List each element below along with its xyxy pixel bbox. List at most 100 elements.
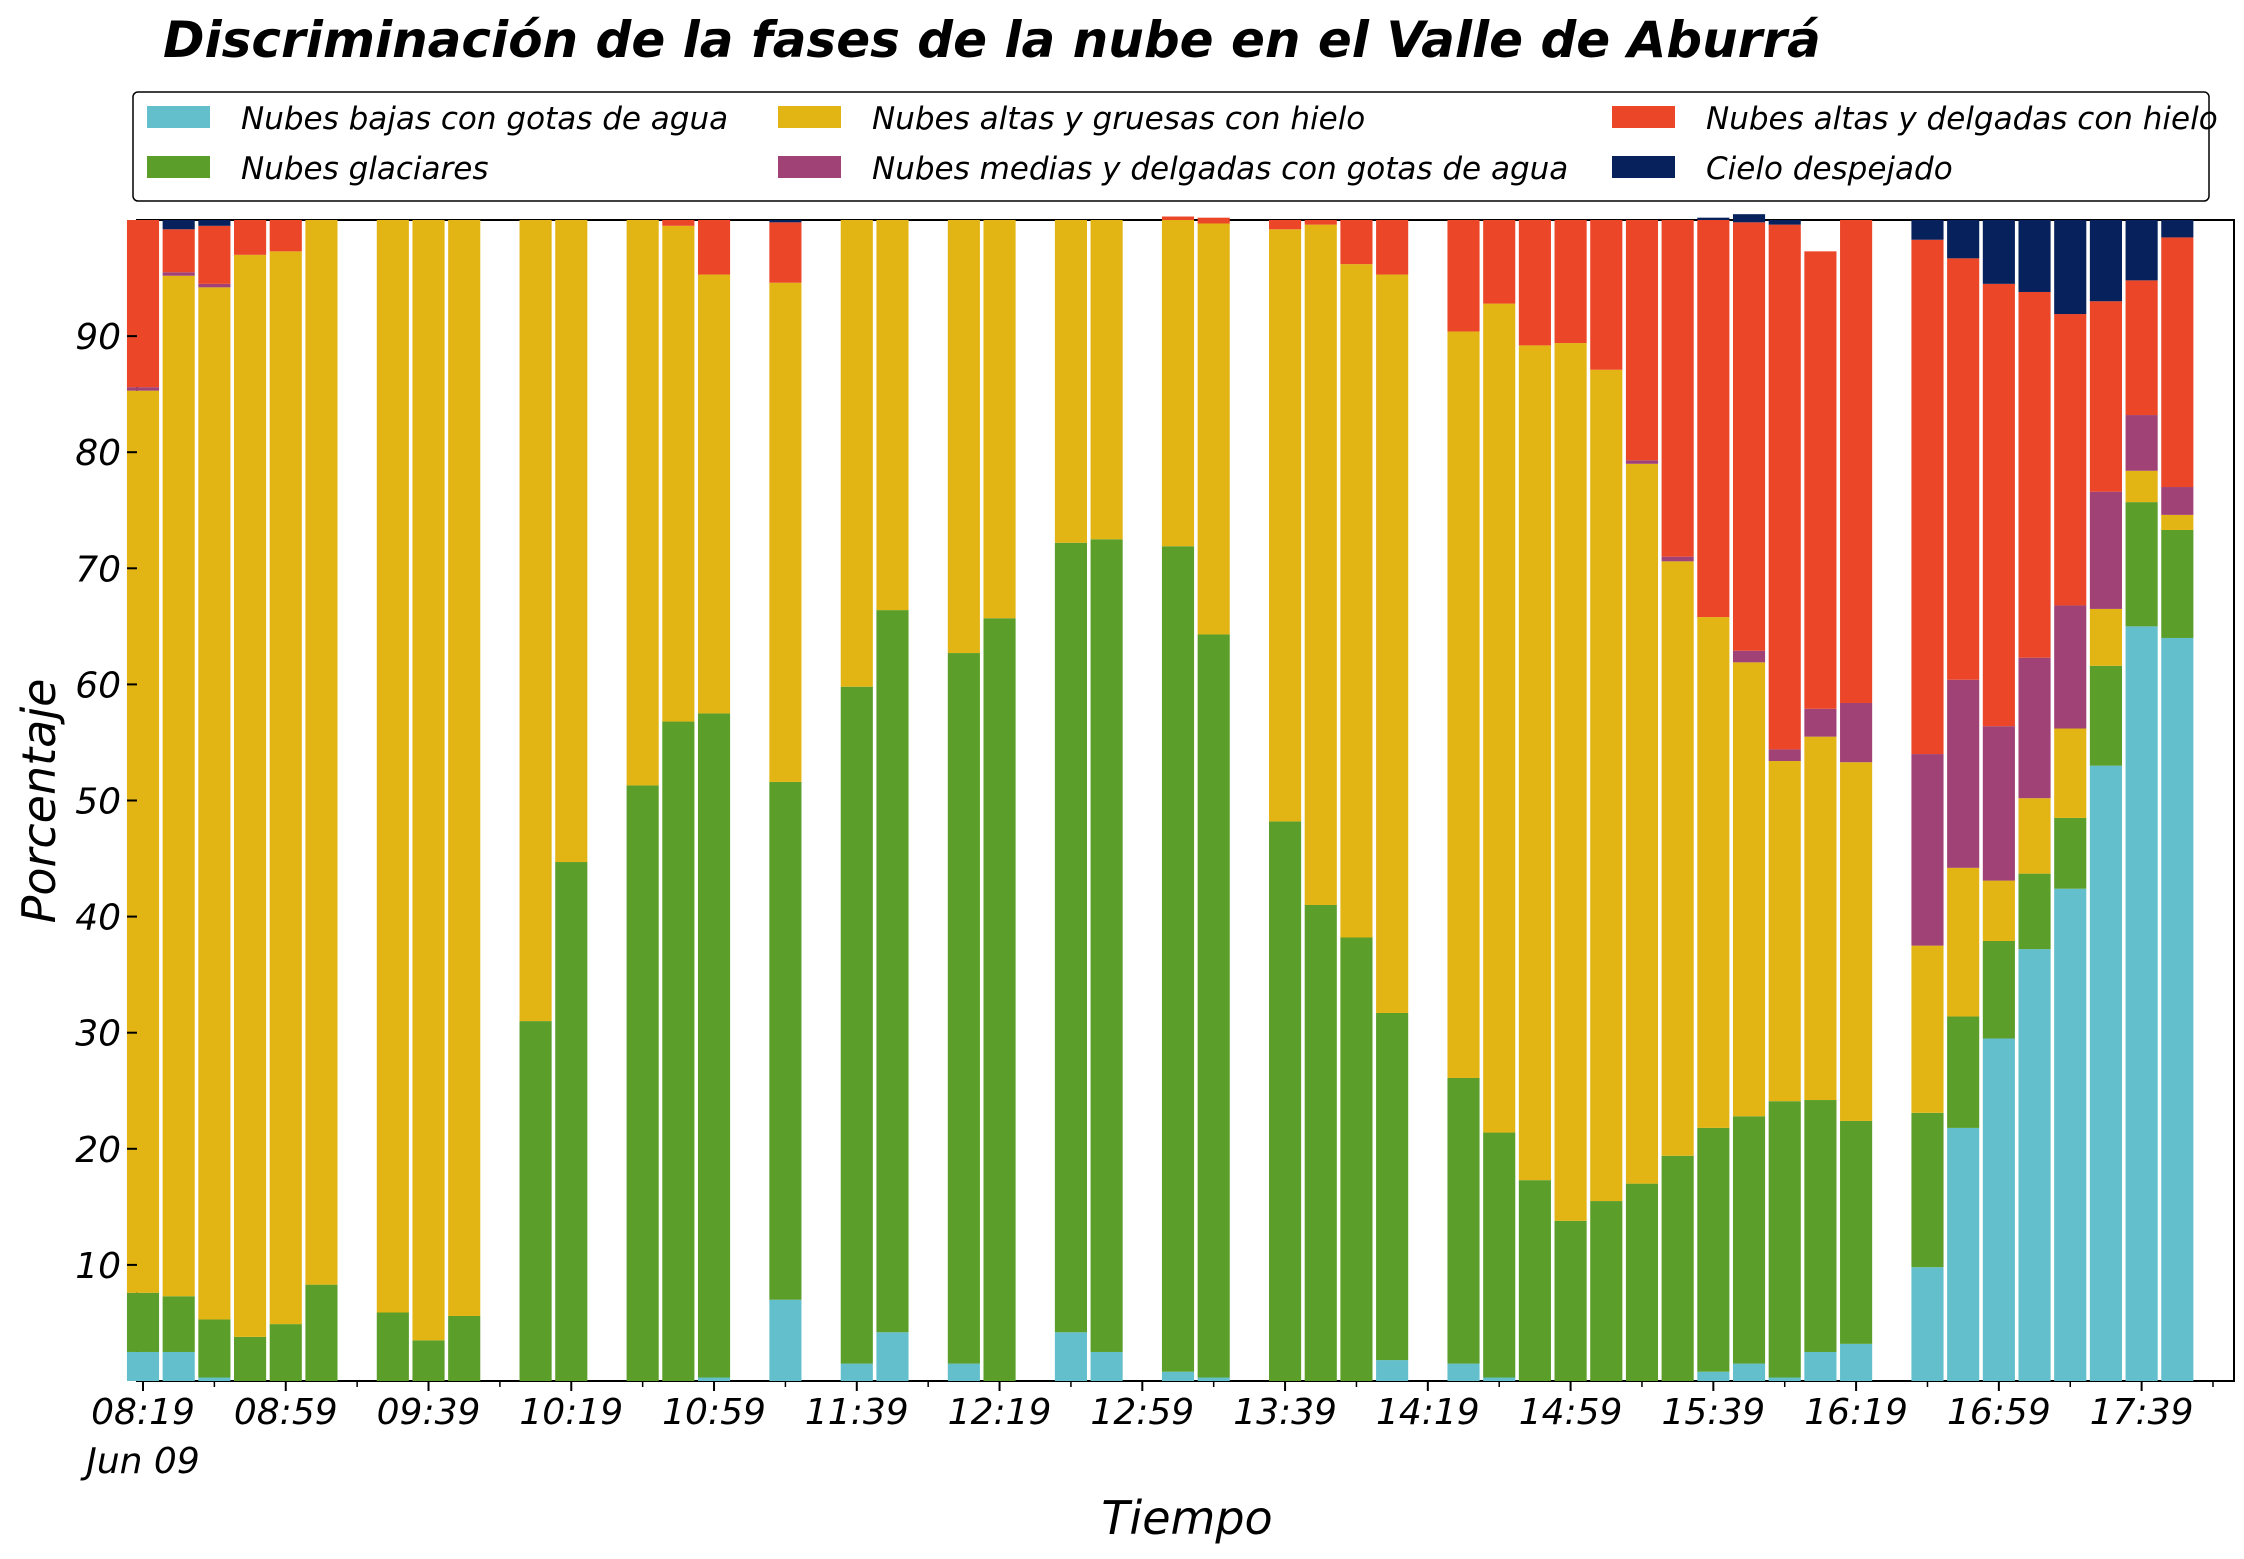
bar-segment-1729-s5 [2089, 220, 2122, 302]
bar-segment-1519-s4 [1625, 220, 1659, 461]
bar-segment-0859-s1 [269, 1324, 302, 1381]
bar-segment-1509-s1 [1590, 1201, 1623, 1381]
bar-segment-1749-s0 [2161, 637, 2194, 1381]
bar-segment-1239-s1 [1054, 542, 1087, 1333]
y-tick-label: 40 [75, 898, 121, 939]
bar-segment-1119-s2 [769, 282, 802, 782]
bar-segment-1509-s4 [1590, 220, 1623, 370]
bar-segment-1749-s1 [2161, 529, 2194, 638]
bar-segment-1249-s1 [1090, 539, 1123, 1352]
bar-segment-0819-s0 [126, 1351, 160, 1381]
bar-segment-1139-s1 [840, 686, 873, 1364]
bar-segment-1549-s2 [1732, 662, 1766, 1117]
legend-item-nubes-altas-y-gruesas-con-hielo: Nubes altas y gruesas con hielo [778, 101, 1365, 137]
legend-label: Cielo despejado [1706, 151, 1953, 187]
bar-segment-1429-s2 [1447, 331, 1480, 1078]
bar-segment-1139-s0 [840, 1363, 873, 1381]
bar-segment-1529-s2 [1661, 561, 1694, 1156]
bar-segment-1239-s2 [1054, 220, 1087, 543]
bar-segment-1409-s2 [1376, 274, 1409, 1013]
bar-segment-1549-s4 [1732, 222, 1766, 651]
bar-segment-1749-s3 [2161, 487, 2194, 515]
x-tick-label: 15:39 [1661, 1392, 1765, 1433]
bar-segment-1349-s4 [1304, 220, 1337, 225]
bar-segment-1439-s1 [1483, 1132, 1516, 1378]
bar-segment-1519-s3 [1625, 460, 1659, 464]
x-tick-label: 16:59 [1947, 1392, 2051, 1433]
bar-segment-1319-s2 [1197, 223, 1230, 635]
bar-segment-1639-s0 [1911, 1267, 1944, 1381]
bar-segment-1719-s2 [2054, 728, 2087, 818]
bar-segment-0829-s4 [162, 229, 195, 273]
y-tick-label: 20 [75, 1130, 121, 1171]
legend-item-nubes-glaciares: Nubes glaciares [147, 151, 489, 187]
legend-label: Nubes glaciares [241, 151, 489, 187]
legend-swatch [147, 106, 210, 128]
bar-segment-1049-s4 [662, 220, 695, 226]
x-tick-label: 16:19 [1804, 1392, 1908, 1433]
bar-segment-1649-s1 [1947, 1016, 1980, 1128]
legend: Nubes bajas con gotas de agua Nubes glaci… [132, 91, 2218, 202]
bar-segment-1459-s1 [1554, 1220, 1587, 1381]
legend-item-cielo-despejado: Cielo despejado [1612, 151, 1953, 187]
bar-segment-1429-s1 [1447, 1077, 1480, 1364]
bar-segment-1319-s1 [1197, 634, 1230, 1378]
bar-segment-0909-s2 [305, 220, 338, 1285]
bar-segment-1549-s5 [1732, 214, 1766, 223]
x-tick-label: 08:59 [234, 1392, 338, 1433]
bar-segment-1009-s2 [519, 220, 552, 1022]
bar-segment-1649-s3 [1947, 679, 1980, 868]
bar-segment-1609-s3 [1804, 708, 1837, 737]
bar-segment-1559-s2 [1768, 761, 1801, 1102]
y-tick-label: 10 [75, 1246, 121, 1287]
bar-segment-1709-s2 [2018, 798, 2051, 874]
x-tick-label: 10:59 [662, 1392, 766, 1433]
bar-segment-1729-s1 [2089, 665, 2122, 766]
bar-segment-1439-s4 [1483, 220, 1516, 304]
bar-segment-0849-s4 [234, 220, 267, 255]
x-tick-label: 14:19 [1376, 1392, 1480, 1433]
bar-segment-1709-s4 [2018, 291, 2051, 658]
bar-segment-1249-s2 [1090, 220, 1123, 540]
bar-segment-1709-s3 [2018, 657, 2051, 799]
bar-segment-0859-s4 [269, 220, 302, 252]
bar-segment-1009-s1 [519, 1021, 552, 1381]
bar-segment-1559-s0 [1768, 1377, 1801, 1381]
legend-label: Nubes altas y delgadas con hielo [1706, 101, 2218, 137]
bar-segment-0949-s1 [448, 1315, 481, 1381]
bar-segment-0929-s1 [376, 1312, 409, 1381]
bar-segment-1309-s2 [1161, 220, 1195, 547]
bar-segment-1429-s4 [1447, 220, 1480, 332]
bar-segment-1349-s1 [1304, 904, 1337, 1381]
bar-segment-1639-s1 [1911, 1112, 1944, 1268]
x-tick-label: 12:19 [948, 1392, 1052, 1433]
bar-segment-1209-s0 [947, 1363, 980, 1381]
bar-segment-1539-s1 [1697, 1127, 1730, 1372]
bar-segment-0929-s2 [376, 220, 409, 1313]
bar-segment-1559-s3 [1768, 749, 1801, 762]
bar-segment-1749-s4 [2161, 237, 2194, 488]
bar-segment-1049-s1 [662, 721, 695, 1381]
y-tick-label: 70 [75, 549, 121, 590]
bar-segment-1439-s2 [1483, 303, 1516, 1133]
legend-item-nubes-bajas-con-gotas-de-agua: Nubes bajas con gotas de agua [147, 101, 728, 137]
bar-segment-1459-s2 [1554, 343, 1587, 1221]
x-tick-sublabel: Jun 09 [80, 1441, 200, 1482]
bar-segment-1719-s4 [2054, 314, 2087, 606]
bar-segment-0829-s3 [162, 272, 195, 276]
bar-segment-1119-s4 [769, 222, 802, 283]
bar-segment-1219-s2 [983, 220, 1016, 619]
bar-segment-1209-s2 [947, 220, 980, 654]
bar-segment-1729-s3 [2089, 491, 2122, 609]
bar-segment-1639-s3 [1911, 754, 1944, 946]
bars [126, 214, 2194, 1381]
bar-segment-1749-s2 [2161, 514, 2194, 530]
bar-segment-0829-s5 [162, 220, 195, 230]
bar-segment-0939-s2 [412, 220, 445, 1341]
bar-segment-1519-s2 [1625, 463, 1659, 1184]
bar-segment-1729-s4 [2089, 301, 2122, 492]
bar-segment-1449-s1 [1518, 1180, 1551, 1381]
bar-segment-1059-s1 [697, 713, 731, 1378]
bar-segment-1559-s4 [1768, 224, 1801, 750]
bar-segment-1119-s1 [769, 781, 802, 1300]
